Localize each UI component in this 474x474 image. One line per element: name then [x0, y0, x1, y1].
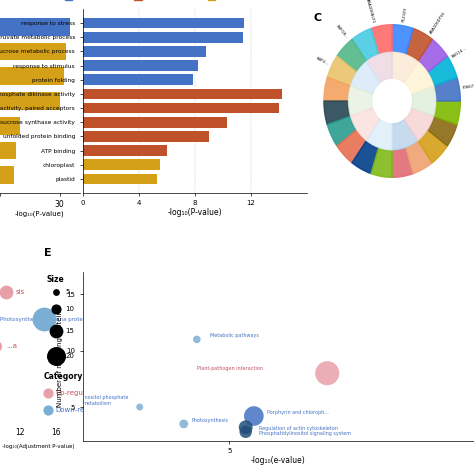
Bar — [82, 159, 160, 170]
Polygon shape — [371, 148, 392, 177]
Point — [323, 369, 331, 377]
Point — [180, 420, 188, 428]
Polygon shape — [404, 108, 434, 140]
Point — [52, 327, 59, 335]
X-axis label: -log₁₀(P-value): -log₁₀(P-value) — [168, 208, 222, 217]
Polygon shape — [351, 108, 380, 140]
Text: 16: 16 — [51, 428, 61, 437]
Bar — [0, 92, 60, 110]
Bar — [82, 89, 282, 99]
Bar — [82, 103, 279, 113]
Polygon shape — [337, 39, 366, 72]
Text: Category: Category — [44, 372, 83, 381]
Polygon shape — [406, 141, 432, 173]
Polygon shape — [392, 148, 413, 177]
Polygon shape — [428, 56, 457, 86]
Point — [193, 336, 201, 343]
Legend: Biological Process, Molecular Function, Cellular Component: Biological Process, Molecular Function, … — [62, 0, 283, 3]
Polygon shape — [371, 25, 392, 54]
Text: 15: 15 — [65, 328, 74, 334]
Bar — [0, 166, 14, 184]
Text: Photosynthesis-antenna proteins: Photosynthesis-antenna proteins — [0, 317, 91, 322]
Point — [136, 403, 144, 411]
Bar — [82, 131, 209, 142]
Text: Down-regulated: Down-regulated — [55, 407, 111, 413]
Polygon shape — [406, 28, 432, 61]
Bar — [82, 146, 167, 156]
Polygon shape — [434, 77, 460, 101]
Point — [44, 407, 52, 414]
Polygon shape — [392, 52, 418, 82]
Bar — [0, 18, 70, 36]
Text: Photosynthesis: Photosynthesis — [192, 418, 229, 423]
Bar — [82, 60, 198, 71]
Point — [52, 305, 59, 313]
Polygon shape — [324, 101, 350, 125]
Polygon shape — [411, 86, 436, 116]
Polygon shape — [434, 101, 460, 125]
Text: Up-regulated: Up-regulated — [55, 391, 101, 396]
Point — [2, 288, 10, 296]
Text: A0A1D6DT56: A0A1D6DT56 — [429, 11, 447, 35]
Bar — [82, 32, 243, 43]
Polygon shape — [327, 56, 356, 86]
Text: Porphyrin and chloroph...: Porphyrin and chloroph... — [267, 410, 328, 415]
Point — [52, 288, 59, 296]
X-axis label: -log₁₀(e-value): -log₁₀(e-value) — [251, 456, 306, 465]
Bar — [0, 43, 65, 60]
Polygon shape — [351, 62, 380, 94]
Text: Size: Size — [46, 275, 64, 284]
Polygon shape — [418, 39, 447, 72]
Text: B4FO8...: B4FO8... — [335, 25, 348, 40]
Polygon shape — [428, 116, 457, 146]
Bar — [82, 173, 157, 184]
Y-axis label: Number of mapping proteins: Number of mapping proteins — [57, 306, 63, 407]
Text: Plant-pathogen interaction: Plant-pathogen interaction — [197, 366, 263, 371]
Point — [242, 423, 249, 431]
Point — [242, 428, 249, 436]
Text: P0667...: P0667... — [463, 84, 474, 91]
Polygon shape — [404, 62, 434, 94]
Polygon shape — [348, 86, 373, 116]
Polygon shape — [392, 119, 418, 150]
Polygon shape — [366, 52, 392, 82]
Text: Regulation of actin cytoskeleton: Regulation of actin cytoskeleton — [259, 426, 337, 431]
Text: -log₁₀(Adjustment P-value): -log₁₀(Adjustment P-value) — [2, 444, 74, 449]
Point — [250, 412, 258, 420]
Polygon shape — [366, 119, 392, 150]
Bar — [0, 142, 16, 159]
Bar — [82, 46, 206, 57]
Text: ...a: ...a — [6, 343, 18, 349]
Polygon shape — [418, 130, 447, 163]
Text: 5: 5 — [65, 289, 70, 295]
Text: sis: sis — [16, 289, 25, 295]
Bar — [0, 67, 64, 85]
Point — [40, 315, 47, 323]
Polygon shape — [352, 141, 378, 173]
Text: P12329: P12329 — [401, 7, 408, 22]
Polygon shape — [327, 116, 356, 146]
Text: 12: 12 — [15, 428, 25, 437]
Point — [52, 353, 59, 360]
Bar — [82, 117, 227, 128]
Text: E: E — [44, 248, 51, 258]
Bar — [82, 18, 244, 28]
Text: Metabolic pathways: Metabolic pathways — [210, 333, 259, 338]
Text: A0A1D6NLF1: A0A1D6NLF1 — [365, 0, 375, 24]
Polygon shape — [324, 77, 350, 101]
Polygon shape — [337, 130, 366, 163]
Point — [44, 390, 52, 397]
Polygon shape — [352, 28, 378, 61]
Text: C: C — [314, 13, 322, 23]
Text: Phosphatidylinositol signaling system: Phosphatidylinositol signaling system — [259, 431, 351, 436]
Text: B4FU...: B4FU... — [315, 56, 329, 66]
Text: 20: 20 — [65, 353, 74, 359]
Text: 10: 10 — [65, 306, 74, 312]
X-axis label: -log₁₀(P-value): -log₁₀(P-value) — [15, 210, 64, 217]
Bar — [0, 117, 20, 135]
Polygon shape — [392, 25, 413, 54]
Text: B4G14...: B4G14... — [451, 46, 467, 59]
Text: Inositol phosphate
metabolism: Inositol phosphate metabolism — [82, 395, 128, 406]
Bar — [82, 74, 193, 85]
